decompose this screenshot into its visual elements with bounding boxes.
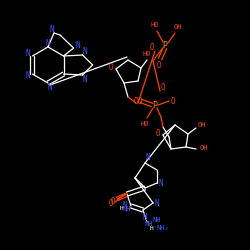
Text: N: N [25,72,30,80]
Text: HO: HO [151,22,159,28]
Text: N: N [82,74,87,84]
Text: N: N [159,178,163,188]
Text: O: O [138,98,142,106]
Text: P: P [152,100,158,110]
Text: O: O [109,64,113,72]
Text: OH: OH [200,145,208,151]
Text: O: O [157,60,161,70]
Text: O: O [161,82,165,92]
Text: O: O [171,96,175,106]
Text: O: O [109,200,113,208]
Text: N: N [82,46,87,56]
Text: N: N [143,212,147,222]
Text: O: O [150,44,154,52]
Text: N: N [75,42,80,50]
Text: H: H [119,206,123,210]
Text: N: N [46,38,50,48]
Text: N: N [146,154,150,162]
Text: N: N [50,24,54,34]
Text: N: N [48,82,52,92]
Text: NH: NH [153,217,161,223]
Text: H: H [149,226,153,230]
Text: N: N [25,50,30,58]
Text: OH: OH [198,122,206,128]
Text: O: O [134,96,138,106]
Text: HO: HO [143,51,151,57]
Text: N: N [155,198,159,207]
Text: O: O [111,196,115,205]
Text: N: N [123,202,127,210]
Text: NH: NH [123,206,131,212]
Text: O: O [156,130,160,138]
Text: NH₂: NH₂ [156,225,170,231]
Text: P: P [162,40,168,50]
Text: OH: OH [174,24,182,30]
Text: NH: NH [145,221,153,227]
Text: HO: HO [141,121,149,127]
